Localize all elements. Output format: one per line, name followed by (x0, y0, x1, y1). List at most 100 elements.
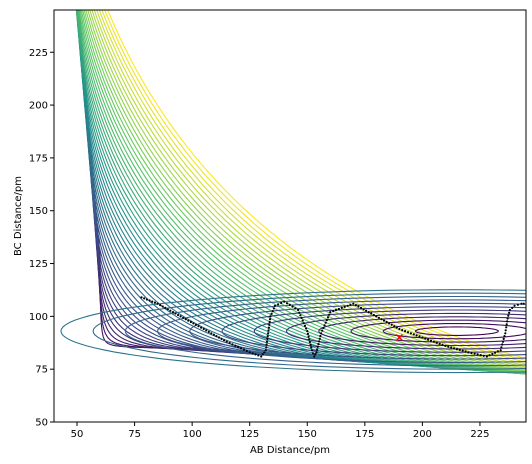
trajectory-point (396, 327, 398, 329)
trajectory-point (410, 332, 412, 334)
trajectory-point (208, 331, 210, 333)
trajectory-point (506, 323, 508, 325)
trajectory-point (302, 320, 304, 322)
trajectory-point (240, 347, 242, 349)
trajectory-point (393, 325, 395, 327)
trajectory-point (210, 332, 212, 334)
trajectory-point (197, 325, 199, 327)
trajectory-point (200, 327, 202, 329)
trajectory-point (335, 309, 337, 311)
trajectory-point (313, 355, 315, 357)
trajectory-point (413, 333, 415, 335)
trajectory-point (307, 333, 309, 335)
trajectory-point (322, 327, 324, 329)
trajectory-point (271, 313, 273, 315)
trajectory-point (218, 336, 220, 338)
trajectory-point (146, 298, 148, 300)
trajectory-point (380, 318, 382, 320)
trajectory-point (344, 306, 346, 308)
trajectory-point (486, 355, 488, 357)
trajectory-point (180, 315, 182, 317)
trajectory-point (317, 343, 319, 345)
trajectory-point (310, 346, 312, 348)
trajectory-point (329, 311, 331, 313)
trajectory-point (357, 305, 359, 307)
trajectory-point (298, 312, 300, 314)
trajectory-point (229, 342, 231, 344)
trajectory-point (404, 330, 406, 332)
trajectory-point (474, 353, 476, 355)
trajectory-point (470, 352, 472, 354)
trajectory-point (497, 350, 499, 352)
trajectory-point (269, 318, 271, 320)
trajectory-point (254, 353, 256, 355)
y-tick-label: 50 (35, 418, 48, 429)
trajectory-point (267, 335, 269, 337)
trajectory-point (303, 322, 305, 324)
y-tick-label: 175 (29, 153, 48, 164)
trajectory-point (349, 304, 351, 306)
trajectory-point (467, 351, 469, 353)
trajectory-point (388, 322, 390, 324)
trajectory-point (523, 303, 525, 305)
trajectory-point (294, 307, 296, 309)
trajectory-point (318, 340, 320, 342)
trajectory-point (352, 303, 354, 305)
trajectory-point (491, 353, 493, 355)
trajectory-point (507, 315, 509, 317)
trajectory-point (368, 311, 370, 313)
x-tick-label: 225 (470, 429, 489, 440)
trajectory-point (456, 348, 458, 350)
trajectory-point (167, 308, 169, 310)
trajectory-point (300, 317, 302, 319)
x-tick-label: 150 (298, 429, 317, 440)
trajectory-point (215, 335, 217, 337)
x-tick-label: 75 (128, 429, 141, 440)
x-tick-label: 200 (413, 429, 432, 440)
trajectory-point (272, 310, 274, 312)
trajectory-point (205, 329, 207, 331)
trajectory-point (483, 355, 485, 357)
trajectory-point (360, 307, 362, 309)
y-axis-label: BC Distance/pm (13, 176, 24, 256)
trajectory-point (309, 341, 311, 343)
trajectory-point (299, 314, 301, 316)
trajectory-point (319, 338, 321, 340)
trajectory-point (143, 297, 145, 299)
trajectory-point (277, 303, 279, 305)
trajectory-point (398, 328, 400, 330)
trajectory-point (252, 352, 254, 354)
trajectory-point (427, 339, 429, 341)
trajectory-point (263, 351, 265, 353)
trajectory-point (325, 322, 327, 324)
trajectory-point (243, 349, 245, 351)
trajectory-point (308, 338, 310, 340)
trajectory-point (441, 344, 443, 346)
trajectory-point (509, 309, 511, 311)
trajectory-point (424, 337, 426, 339)
trajectory-point (260, 355, 262, 357)
trajectory-point (315, 351, 317, 353)
trajectory-point (503, 335, 505, 337)
trajectory-point (265, 346, 267, 348)
trajectory-point (421, 336, 423, 338)
trajectory-point (355, 304, 357, 306)
trajectory-point (267, 329, 269, 331)
y-tick-label: 75 (35, 365, 48, 376)
trajectory-point (430, 340, 432, 342)
trajectory-point (418, 335, 420, 337)
trajectory-point (317, 346, 319, 348)
trajectory-point (257, 354, 259, 356)
trajectory-point (310, 344, 312, 346)
trajectory-point (386, 321, 388, 323)
trajectory-point (363, 308, 365, 310)
trajectory-point (268, 327, 270, 329)
trajectory-point (517, 304, 519, 306)
trajectory-point (439, 343, 441, 345)
trajectory-point (513, 305, 515, 307)
trajectory-point (213, 334, 215, 336)
x-tick-label: 50 (71, 429, 84, 440)
trajectory-point (195, 324, 197, 326)
trajectory-point (162, 305, 164, 307)
trajectory-point (308, 336, 310, 338)
